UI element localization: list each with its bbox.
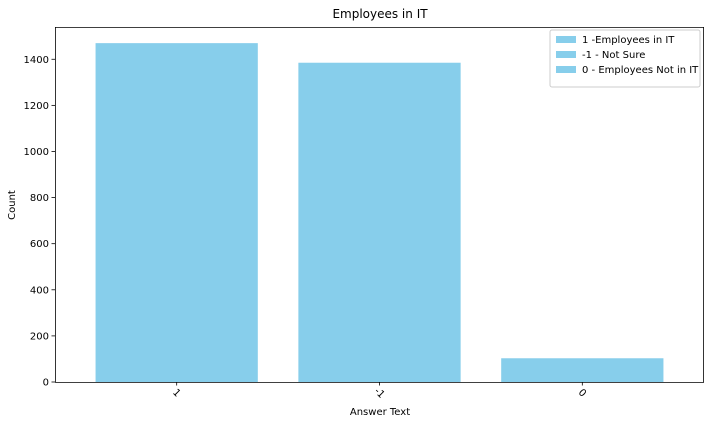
chart-title: Employees in IT [332,7,428,21]
legend-swatch-2 [556,66,576,73]
y-axis: 0 200 400 600 800 1000 1200 1400 [24,55,55,389]
legend-box [549,29,701,88]
y-tick-label-7: 1400 [24,55,49,66]
y-tick-label-5: 1000 [24,147,49,158]
legend-swatch-0 [556,36,576,43]
y-tick-label-3: 600 [30,239,49,250]
legend-swatch-1 [556,51,576,58]
legend-label-1: -1 - Not Sure [582,50,645,61]
bar-1 [298,62,461,382]
y-tick-label-2: 400 [30,285,49,296]
legend-label-2: 0 - Employees Not in IT [582,65,699,76]
bars-group [95,43,664,382]
x-axis-title: Answer Text [350,407,410,418]
y-axis-title: Count [7,190,18,220]
y-tick-label-6: 1200 [24,101,49,112]
y-tick-label-1: 200 [30,331,49,342]
bar-2 [501,358,664,382]
y-tick-label-0: 0 [43,378,49,389]
y-tick-label-4: 800 [30,193,49,204]
legend: 1 -Employees in IT -1 - Not Sure 0 - Emplo… [549,29,701,88]
legend-label-0: 1 -Employees in IT [582,35,675,46]
bar-0 [95,43,258,382]
